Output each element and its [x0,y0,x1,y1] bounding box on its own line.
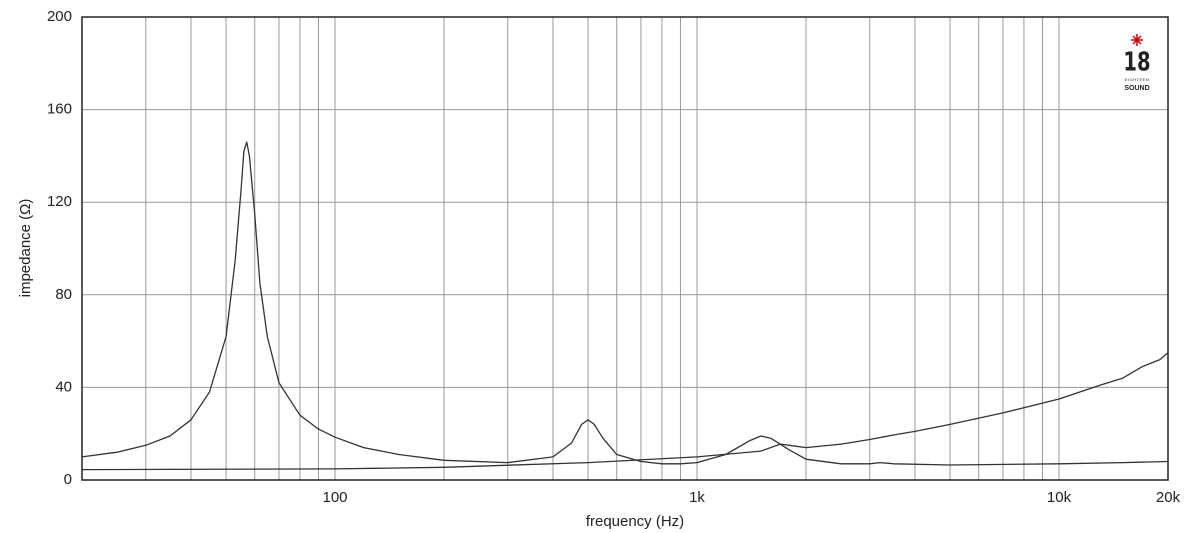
y-tick-label: 0 [64,471,72,488]
logo-text: EIGHTEEN [1125,77,1149,82]
y-tick-label: 80 [55,286,72,303]
y-tick-label: 40 [55,378,72,395]
logo-text: SOUND [1124,85,1149,92]
y-axis-label: impedance (Ω) [17,199,34,298]
x-tick-label: 20k [1156,489,1181,506]
y-tick-label: 160 [47,101,72,118]
x-tick-label: 100 [323,489,348,506]
y-tick-label: 120 [47,193,72,210]
x-tick-label: 1k [689,489,705,506]
logo: 18 EIGHTEEN SOUND [1123,34,1151,92]
y-tick-label: 200 [47,8,72,25]
series-line [81,141,1169,466]
plot-frame [81,16,1169,481]
logo-number: 18 [1123,48,1150,77]
logo-star [1131,34,1143,46]
series-line [81,352,1169,471]
x-tick-label: 10k [1047,489,1072,506]
x-axis-label: frequency (Hz) [586,513,684,530]
